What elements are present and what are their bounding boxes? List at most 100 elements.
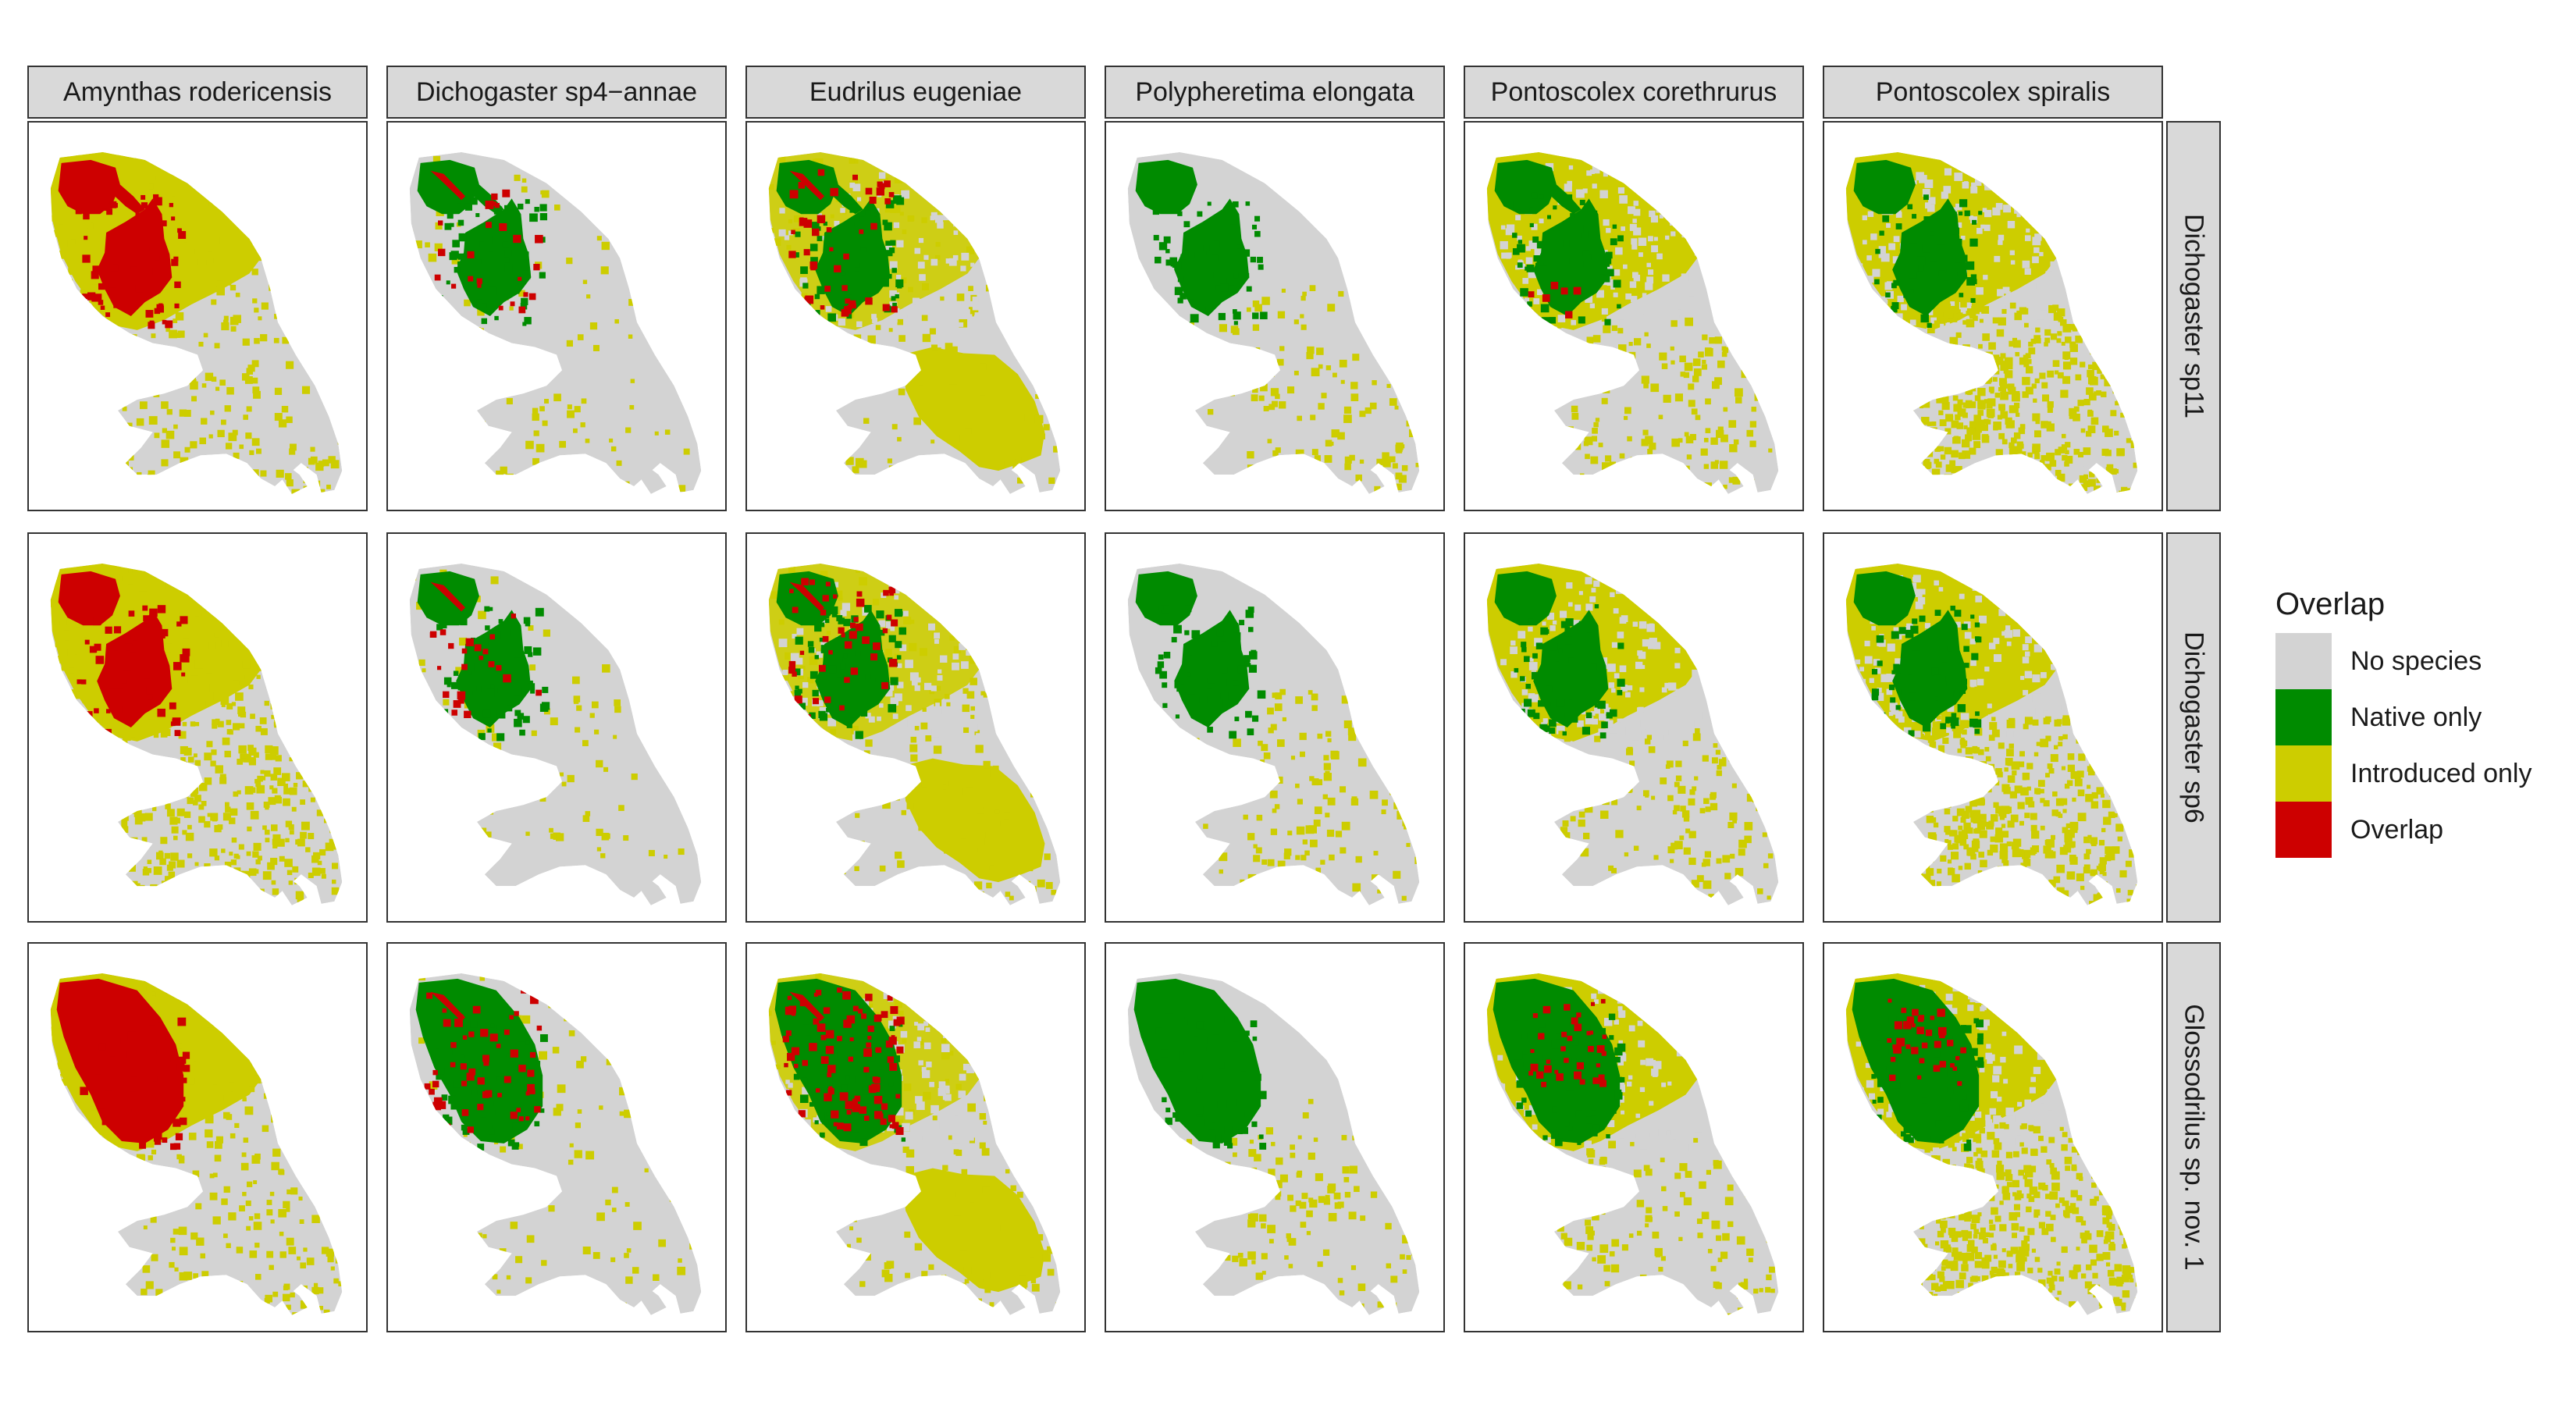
map-cell — [600, 266, 609, 275]
map-cell — [2083, 335, 2088, 340]
map-cell — [867, 335, 876, 344]
map-cell — [768, 183, 774, 190]
map-cell — [2118, 389, 2126, 397]
map-cell — [422, 857, 429, 863]
map-cell — [435, 222, 443, 230]
map-cell — [1173, 624, 1182, 634]
map-cell — [1059, 436, 1061, 443]
map-cell — [1930, 360, 1937, 368]
map-cell — [330, 460, 340, 469]
map-cell — [2029, 500, 2033, 504]
map-cell — [1971, 305, 1980, 315]
map-cell — [2105, 496, 2111, 503]
map-cell — [1681, 229, 1690, 238]
map-cell — [768, 825, 770, 830]
map-cell — [219, 180, 226, 187]
map-cell — [489, 251, 494, 258]
map-cell — [1177, 211, 1183, 216]
map-cell — [1300, 295, 1306, 301]
map-cell — [1294, 470, 1301, 477]
map-cell — [837, 656, 843, 663]
map-cell — [1285, 870, 1293, 877]
map-cell — [194, 795, 201, 802]
map-cell — [336, 756, 342, 762]
map-cell — [1290, 889, 1297, 897]
map-cell — [207, 251, 212, 257]
map-cell — [970, 678, 977, 685]
map-cell — [1009, 208, 1014, 214]
map-cell — [290, 735, 298, 744]
map-cell — [250, 713, 255, 720]
map-cell — [799, 462, 806, 468]
map-cell — [2130, 487, 2138, 494]
map-cell — [1517, 244, 1525, 253]
map-cell — [1338, 290, 1344, 297]
map-cell — [1041, 165, 1045, 169]
map-cell — [1639, 687, 1645, 692]
map-cell — [517, 203, 524, 210]
map-cell — [1642, 638, 1650, 647]
map-cell — [2132, 325, 2138, 333]
map-cell — [510, 301, 515, 307]
map-cell — [192, 905, 199, 912]
map-cell — [1042, 799, 1049, 806]
map-cell — [764, 494, 770, 500]
map-cell — [2087, 478, 2096, 487]
map-cell — [464, 447, 471, 454]
map-cell — [1965, 400, 1973, 407]
map-cell — [1389, 398, 1397, 406]
map-cell — [1943, 186, 1952, 194]
map-cell — [1688, 831, 1696, 838]
map-cell — [294, 877, 301, 885]
map-cell — [1630, 457, 1637, 464]
map-cell — [2132, 418, 2138, 426]
map-cell — [339, 486, 343, 493]
map-panel — [386, 532, 727, 923]
map-cell — [561, 781, 567, 787]
map-cell — [952, 662, 959, 670]
map-cell — [126, 893, 133, 901]
map-cell — [1512, 248, 1520, 255]
map-cell — [1656, 253, 1663, 260]
map-cell — [914, 392, 922, 400]
map-cell — [50, 440, 55, 446]
map-cell — [532, 413, 539, 422]
map-cell — [786, 244, 792, 250]
map-cell — [1014, 175, 1021, 182]
map-cell — [895, 482, 904, 492]
map-cell — [2133, 340, 2138, 347]
map-cell — [1895, 223, 1902, 229]
map-cell — [785, 652, 792, 660]
map-cell — [1920, 478, 1926, 484]
map-cell — [890, 207, 896, 213]
map-cell — [502, 241, 509, 248]
map-cell — [898, 335, 906, 342]
map-cell — [254, 338, 260, 344]
map-cell — [1574, 249, 1582, 257]
map-cell — [158, 770, 165, 777]
map-cell — [2024, 268, 2031, 275]
map-cell — [2030, 338, 2037, 344]
map-cell — [1659, 214, 1663, 219]
map-cell — [172, 642, 177, 649]
map-cell — [1633, 227, 1642, 236]
map-cell — [587, 875, 592, 880]
map-cell — [923, 682, 932, 691]
map-cell — [826, 227, 832, 233]
map-cell — [2012, 340, 2021, 348]
map-cell — [1211, 640, 1218, 647]
map-cell — [895, 155, 901, 160]
map-cell — [1693, 368, 1702, 376]
map-cell — [528, 293, 536, 301]
map-cell — [233, 452, 240, 459]
map-cell — [1573, 286, 1582, 295]
map-cell — [930, 902, 934, 905]
map-cell — [1527, 301, 1532, 307]
map-cell — [92, 485, 98, 490]
map-cell — [87, 292, 96, 301]
map-cell — [1935, 461, 1942, 468]
map-cell — [1037, 879, 1045, 887]
map-cell — [66, 617, 75, 626]
map-cell — [58, 656, 66, 664]
map-cell — [969, 723, 978, 732]
